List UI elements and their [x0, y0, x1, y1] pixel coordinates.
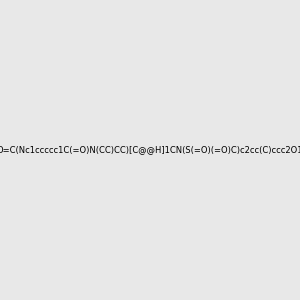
- Text: O=C(Nc1ccccc1C(=O)N(CC)CC)[C@@H]1CN(S(=O)(=O)C)c2cc(C)ccc2O1: O=C(Nc1ccccc1C(=O)N(CC)CC)[C@@H]1CN(S(=O…: [0, 146, 300, 154]
